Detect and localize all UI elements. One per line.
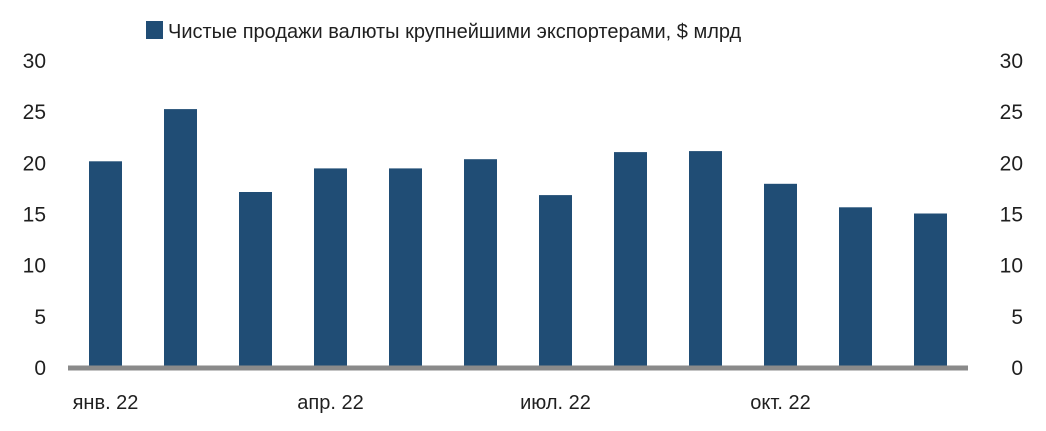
bar-10 <box>764 183 797 368</box>
bar-4 <box>314 168 347 368</box>
bar-3 <box>239 192 272 368</box>
x-tick-label: апр. 22 <box>297 392 363 414</box>
bar-8 <box>614 152 647 368</box>
x-axis: янв. 22 апр. 22 июл. 22 окт. 22 <box>73 392 811 414</box>
y-tick-label-left: 0 <box>34 357 46 380</box>
y-tick-label-right: 30 <box>1000 50 1023 73</box>
bar-1 <box>89 161 122 368</box>
y-tick-label-left: 25 <box>23 101 46 124</box>
x-tick-label: янв. 22 <box>73 392 139 414</box>
y-tick-label-right: 25 <box>1000 101 1023 124</box>
legend: Чистые продажи валюты крупнейшими экспор… <box>146 21 742 43</box>
y-tick-label-left: 10 <box>23 255 46 278</box>
y-tick-label-right: 0 <box>1011 357 1023 380</box>
x-tick-label: июл. 22 <box>520 392 591 414</box>
bar-9 <box>689 151 722 368</box>
bar-11 <box>839 207 872 368</box>
x-tick-label: окт. 22 <box>750 392 810 414</box>
legend-swatch <box>146 21 163 39</box>
bar-2 <box>164 109 197 368</box>
y-tick-label-left: 30 <box>23 50 46 73</box>
bar-5 <box>389 168 422 368</box>
y-tick-label-left: 15 <box>23 204 46 227</box>
y-tick-label-right: 20 <box>1000 152 1023 175</box>
y-axis-left: 0 5 10 15 20 25 30 <box>23 50 46 380</box>
legend-label: Чистые продажи валюты крупнейшими экспор… <box>168 21 742 43</box>
bar-6 <box>464 159 497 368</box>
bar-12 <box>914 213 947 368</box>
y-tick-label-left: 5 <box>34 306 46 329</box>
y-axis-right: 0 5 10 15 20 25 30 <box>1000 50 1023 380</box>
bar-series <box>89 109 947 368</box>
bar-7 <box>539 195 572 368</box>
y-tick-label-right: 15 <box>1000 204 1023 227</box>
y-tick-label-right: 10 <box>1000 255 1023 278</box>
y-tick-label-left: 20 <box>23 152 46 175</box>
y-tick-label-right: 5 <box>1011 306 1023 329</box>
